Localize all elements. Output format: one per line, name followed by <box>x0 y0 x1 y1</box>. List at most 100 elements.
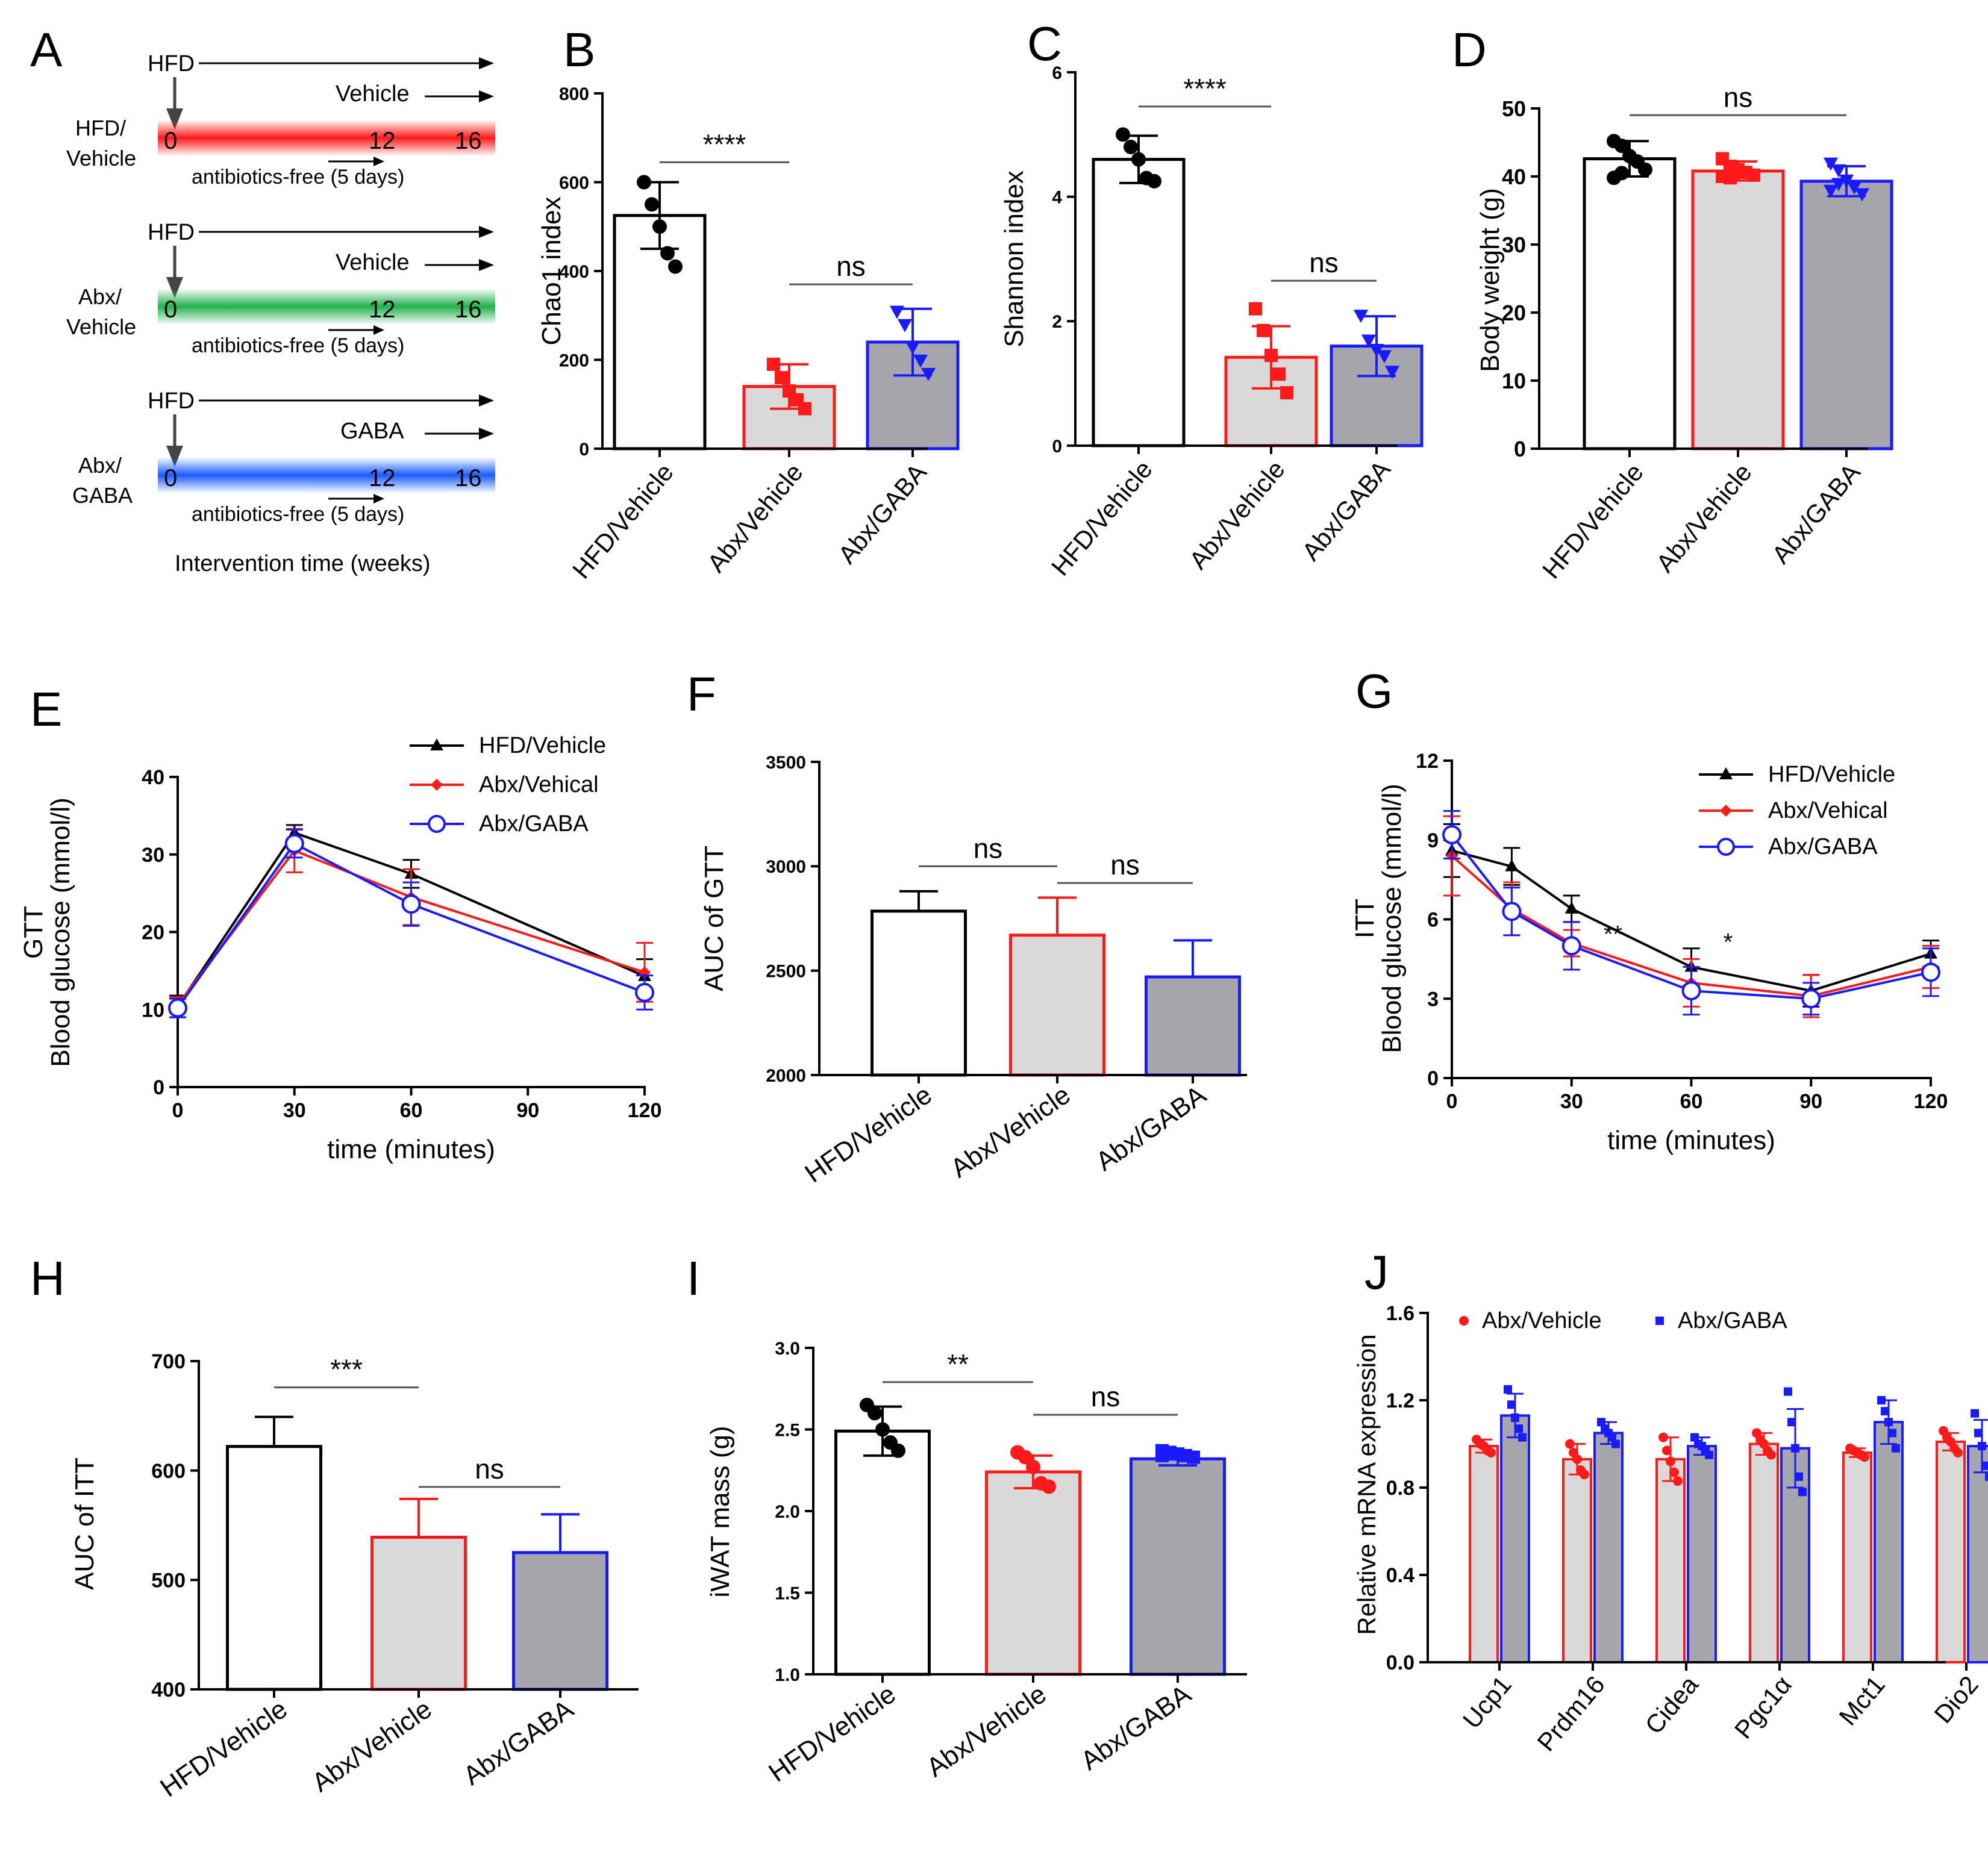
y-tick-label: 40 <box>142 766 164 789</box>
category-label: Abx/GABA <box>833 458 932 569</box>
y-tick-label: 0.0 <box>1386 1651 1414 1674</box>
significance-label: ns <box>1110 849 1140 881</box>
significance-label: *** <box>330 1354 363 1385</box>
panel-letter: I <box>687 1252 700 1305</box>
bar <box>1936 1440 1966 1663</box>
row-label-line-2: Vehicle <box>66 314 136 339</box>
bar <box>1874 1421 1904 1663</box>
x-axis-label: time (minutes) <box>327 1135 495 1164</box>
data-point <box>668 259 683 274</box>
data-point <box>1981 1461 1988 1470</box>
bar <box>1583 157 1677 450</box>
tick-0: 0 <box>164 465 177 491</box>
legend-label: HFD/Vehicle <box>479 733 606 758</box>
data-point <box>1518 1433 1527 1442</box>
data-point <box>1565 1439 1575 1449</box>
y-tick-label: 1.5 <box>775 1583 800 1603</box>
panel-h: H HFD/Vehicle Abx/Vehicle Abx/GABA 400 500 600… <box>30 1252 639 1803</box>
tick-16: 16 <box>455 128 482 154</box>
significance-label: ns <box>475 1453 504 1485</box>
data-point <box>1801 989 1821 1009</box>
x-tick-label: 60 <box>1680 1090 1703 1113</box>
panel-c: C HFD/Vehicle Abx/Vehicle Abx/GABA 0 2 4 6 Shann… <box>999 17 1424 581</box>
bar <box>1009 934 1105 1077</box>
bar <box>1130 1457 1226 1676</box>
data-point <box>1018 1450 1033 1465</box>
row-top-label: HFD <box>148 51 195 76</box>
y-tick-label: 2.5 <box>775 1420 800 1440</box>
data-point <box>1971 1409 1979 1418</box>
significance-label: ns <box>1724 81 1753 113</box>
category-label: Pgc1α <box>1729 1671 1797 1744</box>
hfd-arrow-head-icon <box>479 57 494 69</box>
data-point <box>1798 1488 1807 1497</box>
data-point <box>1795 1472 1803 1481</box>
y-tick-label: 3 <box>1427 988 1439 1011</box>
y-axis-label: AUC of ITT <box>70 1457 99 1590</box>
data-point <box>1953 1448 1963 1457</box>
category-label: Abx/Vehicle <box>1184 455 1290 575</box>
panel-letter-a: A <box>30 23 63 76</box>
legend-label: HFD/Vehicle <box>1768 762 1895 787</box>
y-tick-label: 20 <box>1502 301 1526 325</box>
significance-label: ns <box>1309 247 1339 278</box>
hfd-arrow-head-icon <box>479 226 494 238</box>
panel-a: A HFD Vehicle HFD/ Vehicle 0 12 16 antib… <box>30 23 495 576</box>
data-point <box>1264 349 1278 363</box>
category-label: Abx/Vehicle <box>307 1694 437 1798</box>
bar <box>1145 975 1241 1077</box>
data-point <box>1681 981 1701 1001</box>
y-tick-label: 3.0 <box>775 1339 800 1359</box>
timeline-bar <box>158 458 495 493</box>
data-point <box>1187 1450 1200 1464</box>
timeline-bar <box>158 289 495 324</box>
bar <box>1500 1414 1530 1663</box>
data-point <box>1669 1467 1679 1477</box>
y-tick-label: 3000 <box>766 857 806 877</box>
legend-marker <box>1459 1316 1469 1326</box>
y-tick-label: 1.0 <box>775 1665 800 1685</box>
tick-16: 16 <box>455 465 482 491</box>
data-point <box>1881 1407 1889 1416</box>
data-point <box>1724 171 1737 185</box>
data-point <box>1280 386 1293 400</box>
category-label: HFD/Vehicle <box>763 1679 901 1788</box>
legend-marker <box>430 738 443 750</box>
y-tick-label: 200 <box>559 351 589 370</box>
category-label: Mct1 <box>1833 1671 1890 1731</box>
data-point <box>1353 310 1369 323</box>
data-point <box>1860 1452 1869 1462</box>
data-point <box>775 371 788 384</box>
data-point <box>1272 367 1286 381</box>
category-label: Cidea <box>1639 1670 1704 1739</box>
y-tick-label: 40 <box>1502 164 1526 189</box>
x-tick-label: 120 <box>1914 1090 1948 1113</box>
legend-label: Abx/GABA <box>1768 834 1878 859</box>
significance-label: ns <box>1091 1381 1121 1412</box>
data-point <box>1561 936 1581 956</box>
legend-marker <box>1717 838 1735 856</box>
y-tick-label: 400 <box>559 262 589 282</box>
bar <box>1655 1457 1686 1663</box>
category-label: HFD/Vehicle <box>155 1694 292 1803</box>
category-label: HFD/Vehicle <box>567 458 679 584</box>
y-tick-label: 12 <box>1416 750 1439 773</box>
data-point <box>1131 152 1146 167</box>
bar <box>1092 158 1186 447</box>
legend-marker <box>1719 767 1733 779</box>
data-point <box>1507 1400 1516 1409</box>
data-point <box>1978 1442 1986 1451</box>
data-point <box>284 834 304 853</box>
tick-12: 12 <box>369 296 396 323</box>
bar <box>1687 1445 1717 1663</box>
data-point <box>1249 302 1262 316</box>
data-point <box>1502 902 1522 921</box>
y-tick-label: 400 <box>151 1679 186 1701</box>
significance-label: **** <box>703 128 746 160</box>
row-label-line-1: Abx/ <box>78 453 122 478</box>
data-point <box>1974 1429 1983 1438</box>
category-label: Abx/Vehicle <box>1651 458 1757 578</box>
category-label: Abx/Vehicle <box>702 458 808 578</box>
row-label-line-1: Abx/ <box>78 284 122 309</box>
